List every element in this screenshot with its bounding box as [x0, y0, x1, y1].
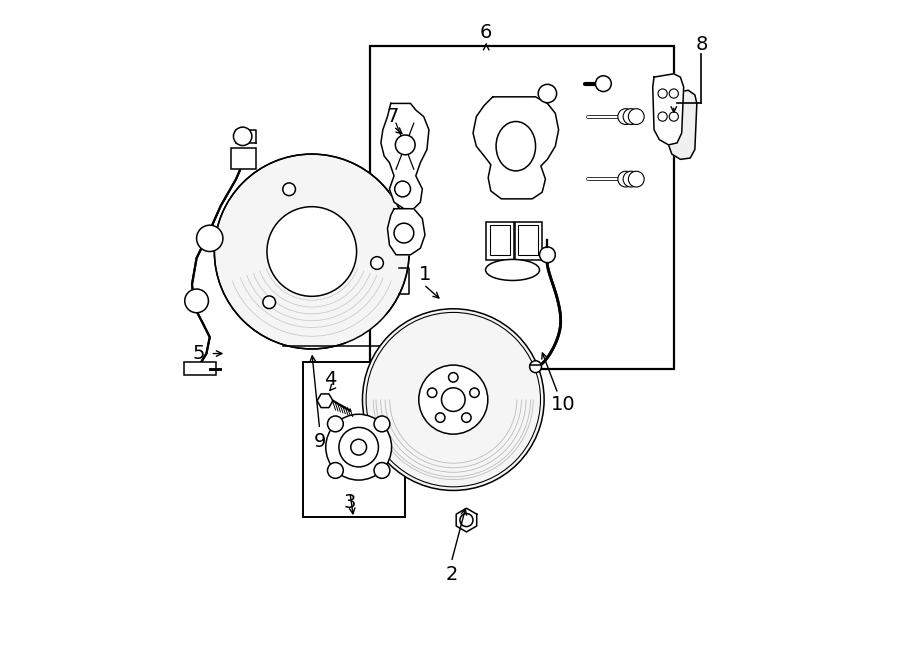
Circle shape — [328, 463, 343, 479]
Circle shape — [460, 514, 473, 527]
Text: 10: 10 — [551, 395, 575, 414]
Circle shape — [371, 256, 383, 269]
Circle shape — [617, 171, 634, 187]
Circle shape — [470, 388, 479, 397]
Circle shape — [395, 181, 410, 197]
Bar — [370, 46, 674, 369]
Bar — [515, 222, 542, 260]
Polygon shape — [652, 74, 684, 145]
Circle shape — [351, 440, 366, 455]
Circle shape — [462, 413, 471, 422]
Text: 5: 5 — [193, 344, 205, 363]
Circle shape — [529, 361, 542, 373]
Circle shape — [184, 289, 209, 313]
Circle shape — [436, 413, 445, 422]
Circle shape — [363, 309, 544, 490]
Circle shape — [670, 112, 679, 121]
Circle shape — [267, 207, 356, 296]
Circle shape — [628, 108, 644, 124]
Circle shape — [374, 416, 390, 432]
Circle shape — [428, 388, 436, 397]
Bar — [518, 225, 538, 254]
Bar — [231, 148, 256, 169]
Circle shape — [658, 89, 667, 98]
Circle shape — [596, 76, 611, 92]
Polygon shape — [456, 508, 477, 532]
Text: 2: 2 — [446, 564, 457, 584]
Circle shape — [283, 183, 295, 196]
Circle shape — [623, 108, 639, 124]
Text: 1: 1 — [418, 265, 431, 284]
Bar — [486, 222, 514, 260]
Polygon shape — [388, 209, 425, 254]
Circle shape — [539, 247, 555, 262]
Circle shape — [628, 171, 644, 187]
Polygon shape — [473, 97, 559, 199]
Circle shape — [448, 373, 458, 382]
Circle shape — [196, 225, 223, 252]
Bar — [491, 225, 510, 254]
Circle shape — [328, 416, 343, 432]
Circle shape — [374, 463, 390, 479]
Text: 9: 9 — [313, 432, 326, 451]
Circle shape — [623, 171, 639, 187]
Ellipse shape — [485, 259, 539, 280]
Circle shape — [418, 365, 488, 434]
Circle shape — [233, 127, 252, 145]
Circle shape — [326, 414, 392, 480]
Circle shape — [263, 296, 275, 309]
Text: 4: 4 — [324, 370, 337, 389]
Polygon shape — [381, 103, 429, 209]
Bar — [184, 362, 216, 375]
Text: 7: 7 — [386, 107, 399, 126]
Circle shape — [670, 89, 679, 98]
Circle shape — [442, 388, 465, 411]
Polygon shape — [669, 91, 697, 159]
Circle shape — [339, 428, 378, 467]
Circle shape — [538, 85, 556, 102]
Circle shape — [394, 223, 414, 243]
Text: 8: 8 — [696, 34, 707, 54]
Circle shape — [617, 108, 634, 124]
Polygon shape — [317, 394, 333, 408]
Circle shape — [658, 112, 667, 121]
Text: 6: 6 — [480, 24, 492, 42]
Text: 3: 3 — [344, 494, 356, 512]
Circle shape — [214, 154, 410, 349]
Circle shape — [395, 135, 415, 155]
Bar — [302, 362, 405, 517]
